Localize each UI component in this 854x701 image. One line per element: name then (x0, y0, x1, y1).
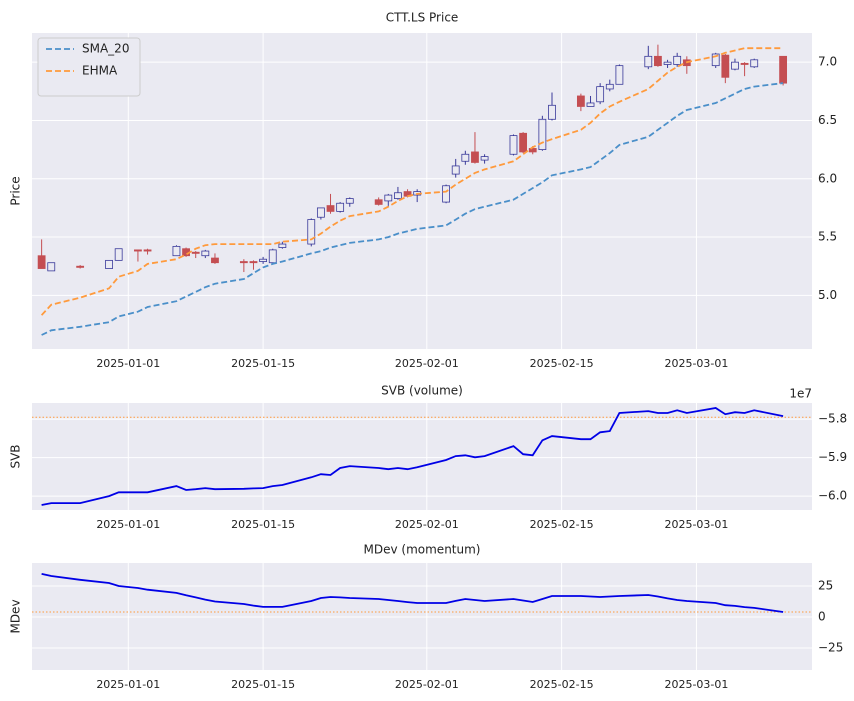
y-axis-label: Price (9, 176, 23, 205)
y-tick-label: −25 (818, 641, 843, 655)
candle-body (134, 249, 142, 252)
candle-body (336, 202, 345, 212)
x-tick-label: 2025-02-01 (395, 357, 459, 370)
indicator-line (41, 82, 784, 336)
candle-body (711, 53, 720, 67)
x-tick-label: 2025-01-15 (231, 518, 295, 531)
candle-body (519, 132, 528, 153)
candle-body (750, 59, 759, 68)
y-tick-label: 5.0 (818, 288, 837, 302)
candle-body (143, 249, 152, 252)
candle-body (172, 245, 181, 257)
legend: SMA_20 EHMA (37, 37, 141, 97)
candle-body (605, 83, 614, 90)
candle-body (76, 265, 85, 268)
x-tick-label: 2025-03-01 (664, 357, 728, 370)
plot-area (32, 403, 812, 510)
y-tick-label: −5.8 (818, 412, 847, 426)
indicator-line (40, 47, 784, 316)
candle-body (239, 261, 248, 264)
chart-title: CTT.LS Price (386, 11, 459, 25)
offset-label: 1e7 (789, 387, 812, 401)
candle-body (673, 55, 682, 65)
candle-body (326, 205, 335, 212)
y-tick-label: 7.0 (818, 55, 837, 69)
y-tick-label: −5.9 (818, 450, 847, 464)
candle-body (663, 61, 672, 65)
candle-body (37, 255, 46, 269)
x-tick-label: 2025-02-15 (530, 357, 594, 370)
candle-body (731, 61, 739, 70)
legend-box (37, 37, 141, 97)
candle-body (548, 104, 556, 120)
data-line (41, 573, 784, 613)
x-tick-label: 2025-01-01 (96, 357, 160, 370)
candle-body (471, 151, 479, 163)
x-tick-label: 2025-02-15 (530, 518, 594, 531)
y-tick-label: 0 (818, 609, 826, 623)
x-tick-label: 2025-02-01 (395, 518, 459, 531)
candle-body (538, 118, 547, 151)
chart-title: SVB (volume) (381, 384, 463, 398)
x-tick-label: 2025-02-15 (530, 678, 594, 691)
candle-body (461, 153, 470, 162)
x-tick-label: 2025-01-01 (96, 678, 160, 691)
x-tick-label: 2025-01-15 (231, 357, 295, 370)
x-tick-label: 2025-03-01 (664, 518, 728, 531)
data-line (41, 407, 784, 506)
candle-body (740, 62, 749, 65)
candle-body (278, 243, 287, 248)
candle-body (644, 55, 653, 68)
candle-body (384, 194, 393, 202)
candle-body (528, 148, 537, 153)
y-axis-label: MDev (9, 599, 23, 633)
candle-body (451, 165, 460, 175)
candle-body (394, 192, 402, 199)
candle-body (374, 199, 383, 205)
candle-body (201, 250, 210, 257)
candle-body (259, 258, 268, 262)
x-tick-label: 2025-02-01 (395, 678, 459, 691)
candle-body (47, 262, 56, 272)
y-tick-label: −6.0 (818, 489, 847, 503)
candle-body (509, 135, 518, 155)
x-tick-label: 2025-01-01 (96, 518, 160, 531)
candle-body (268, 249, 277, 264)
candle-body (307, 219, 316, 245)
candle-body (249, 261, 258, 264)
legend-label: EHMA (82, 64, 118, 78)
candle-body (654, 55, 662, 67)
y-tick-label: 6.0 (818, 171, 837, 185)
chart-title: MDev (momentum) (364, 543, 481, 557)
y-tick-label: 5.5 (818, 230, 837, 244)
y-tick-label: 25 (818, 578, 833, 592)
candle-body (721, 54, 730, 78)
plot-area (32, 33, 812, 349)
candle-body (586, 102, 595, 107)
candle-body (480, 156, 489, 161)
y-tick-label: 6.5 (818, 113, 837, 127)
x-tick-label: 2025-03-01 (664, 678, 728, 691)
candle-body (779, 55, 788, 84)
candle-body (211, 257, 219, 264)
candle-body (596, 86, 605, 103)
candle-body (316, 207, 325, 218)
x-tick-label: 2025-01-15 (231, 678, 295, 691)
y-axis-label: SVB (9, 444, 23, 468)
candle-body (345, 198, 354, 204)
candle-body (442, 185, 450, 203)
legend-label: SMA_20 (82, 42, 129, 56)
candle-body (615, 65, 624, 85)
candle-body (576, 95, 585, 107)
candle-body (191, 251, 200, 254)
candle-body (105, 259, 113, 269)
candle-body (114, 248, 123, 261)
